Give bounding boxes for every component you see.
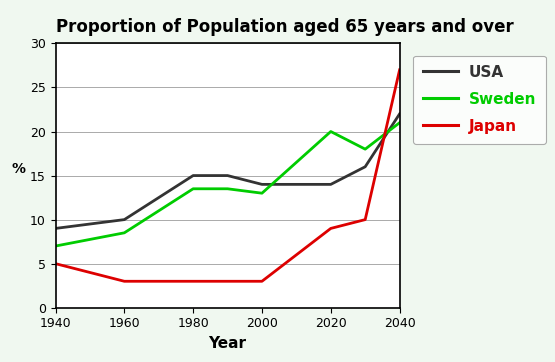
Text: Proportion of Population aged 65 years and over: Proportion of Population aged 65 years a… (56, 18, 513, 36)
Y-axis label: %: % (12, 161, 26, 176)
X-axis label: Year: Year (209, 336, 246, 351)
Legend: USA, Sweden, Japan: USA, Sweden, Japan (413, 56, 546, 144)
